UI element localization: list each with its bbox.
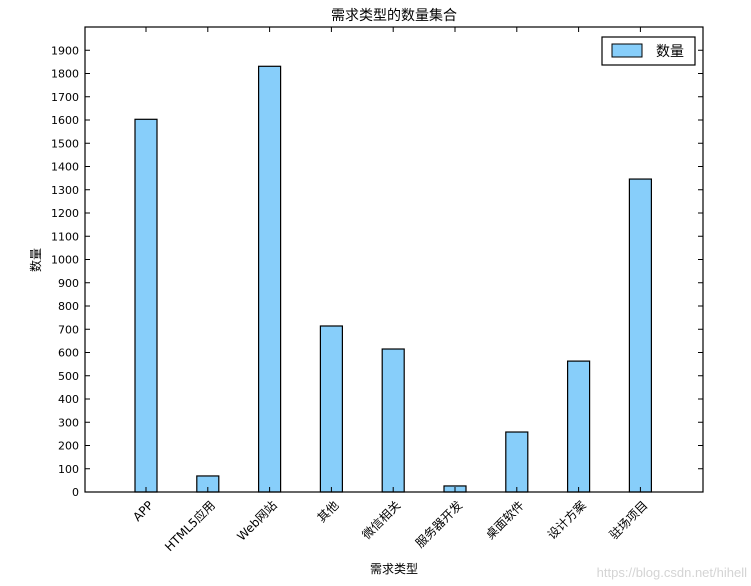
y-tick-label: 1100	[51, 230, 79, 243]
y-tick-label: 500	[58, 370, 79, 383]
x-tick-label: 桌面软件	[483, 498, 527, 542]
y-tick-label: 1900	[51, 44, 79, 57]
y-tick-label: 200	[58, 440, 79, 453]
bar	[319, 325, 343, 493]
x-tick-label: Web网站	[234, 498, 279, 543]
y-tick-label: 1700	[51, 91, 79, 104]
legend-swatch	[611, 43, 643, 58]
legend-label: 数量	[656, 44, 684, 60]
x-tick-label: 微信相关	[359, 498, 403, 542]
bar	[381, 348, 405, 493]
y-tick-label: 0	[72, 486, 79, 499]
y-tick-label: 1500	[51, 137, 79, 150]
legend: 数量	[601, 36, 696, 66]
chart-title: 需求类型的数量集合	[331, 7, 457, 24]
watermark: https://blog.csdn.net/hihell	[596, 565, 747, 580]
y-tick-label: 900	[58, 277, 79, 290]
plot-frame	[84, 26, 704, 493]
x-tick-label: 驻场项目	[606, 498, 651, 543]
y-axis: 0 100 200 300 400 500 600 700 800 900 1000 1100 1200…	[51, 44, 703, 499]
bar	[134, 118, 158, 493]
bar	[258, 65, 282, 493]
y-axis-label: 数量	[28, 248, 43, 272]
y-tick-label: 1000	[51, 254, 79, 267]
y-tick-label: 100	[58, 463, 79, 476]
y-tick-label: 1300	[51, 184, 79, 197]
bar	[628, 178, 653, 493]
x-tick-label: 设计方案	[544, 498, 589, 543]
y-tick-label: 600	[58, 347, 79, 360]
x-tick-label: APP	[130, 498, 156, 524]
x-axis-label: 需求类型	[370, 562, 418, 576]
y-tick-label: 300	[58, 416, 79, 429]
bar	[505, 431, 529, 493]
y-tick-label: 400	[58, 393, 79, 406]
y-tick-label: 1600	[51, 114, 79, 127]
y-tick-label: 1200	[51, 207, 79, 220]
x-tick-label: 其他	[315, 498, 342, 525]
bars	[134, 65, 653, 493]
x-tick-label: HTML5应用	[161, 498, 218, 555]
y-tick-label: 1800	[51, 68, 79, 81]
y-tick-label: 700	[58, 323, 79, 336]
y-tick-label: 800	[58, 300, 79, 313]
y-tick-label: 1400	[51, 161, 79, 174]
bar	[566, 360, 591, 493]
x-tick-label: 服务器开发	[412, 498, 465, 551]
